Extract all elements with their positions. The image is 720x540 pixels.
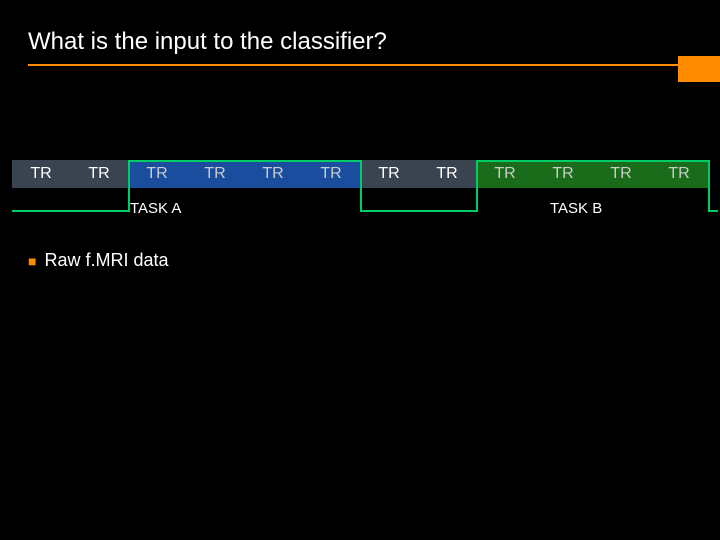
tr-cell: TR bbox=[12, 160, 70, 188]
bullet-raw-fmri: ■ Raw f.MRI data bbox=[28, 250, 169, 271]
bullet-text: Raw f.MRI data bbox=[44, 250, 168, 271]
slide-title: What is the input to the classifier? bbox=[28, 28, 387, 56]
tr-cell: TR bbox=[244, 160, 302, 188]
accent-underline bbox=[28, 64, 678, 66]
step-horizontal bbox=[360, 210, 476, 212]
tr-cell: TR bbox=[592, 160, 650, 188]
tr-cell: TR bbox=[534, 160, 592, 188]
task-b-label: TASK B bbox=[550, 200, 602, 217]
step-horizontal bbox=[128, 160, 360, 162]
tr-cell: TR bbox=[128, 160, 186, 188]
tr-cell: TR bbox=[70, 160, 128, 188]
tr-cell: TR bbox=[650, 160, 708, 188]
tr-cell: TR bbox=[418, 160, 476, 188]
step-vertical bbox=[708, 160, 710, 212]
step-vertical bbox=[476, 160, 478, 212]
step-vertical bbox=[360, 160, 362, 212]
tr-cell: TR bbox=[302, 160, 360, 188]
task-a-label: TASK A bbox=[130, 200, 181, 217]
step-horizontal bbox=[476, 160, 708, 162]
step-horizontal bbox=[12, 210, 128, 212]
bullet-square-icon: ■ bbox=[28, 253, 36, 269]
tr-cell: TR bbox=[476, 160, 534, 188]
tr-cell: TR bbox=[360, 160, 418, 188]
accent-block bbox=[678, 56, 720, 82]
tr-cell: TR bbox=[186, 160, 244, 188]
